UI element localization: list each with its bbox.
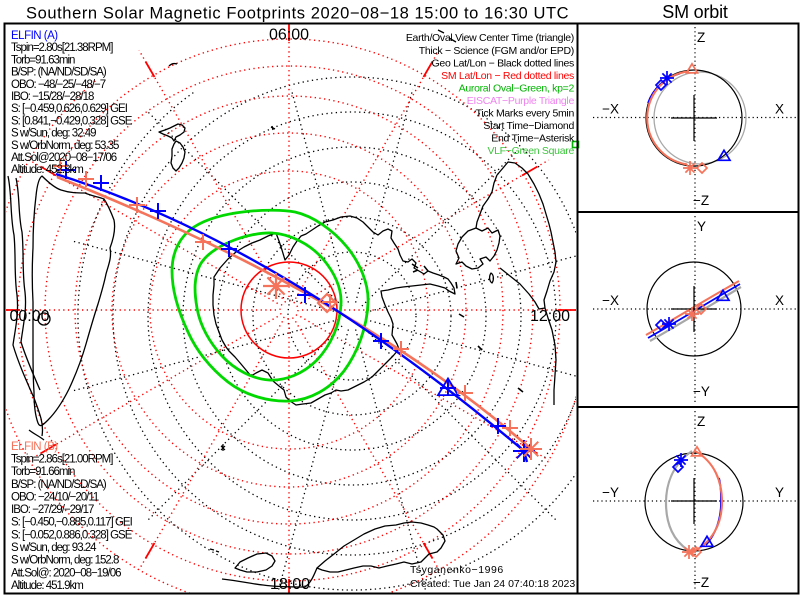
svg-text:Torb=91.66min: Torb=91.66min <box>11 466 75 478</box>
svg-text:S w/Sun, deg: 32.49: S w/Sun, deg: 32.49 <box>11 128 96 140</box>
svg-text:Tspin=2.86s[21.00RPM]: Tspin=2.86s[21.00RPM] <box>11 454 113 466</box>
svg-text:IBO: −15/28/−28/18: IBO: −15/28/−28/18 <box>11 91 94 103</box>
svg-text:IBO: −27/29/−29/17: IBO: −27/29/−29/17 <box>11 504 94 516</box>
svg-text:Att.Sol@2020−08−17/06: Att.Sol@2020−08−17/06 <box>11 152 117 164</box>
svg-text:S: [0.841,−0.429,0.328] GSE: S: [0.841,−0.429,0.328] GSE <box>11 115 133 127</box>
svg-text:−X: −X <box>602 102 619 117</box>
svg-text:Tsyganenko−1996: Tsyganenko−1996 <box>410 564 504 576</box>
svg-text:S: [−0.450,−0.885,0.117] GEI: S: [−0.450,−0.885,0.117] GEI <box>11 517 133 529</box>
svg-text:Auroral Oval−Green, kp=2: Auroral Oval−Green, kp=2 <box>459 82 575 94</box>
svg-text:SM orbit: SM orbit <box>662 2 728 22</box>
svg-text:S w/Sun, deg: 93.24: S w/Sun, deg: 93.24 <box>11 542 97 554</box>
svg-text:00:00: 00:00 <box>9 308 49 325</box>
svg-text:12:00: 12:00 <box>530 308 570 325</box>
svg-text:Created: Tue Jan 24 07:40:18 2: Created: Tue Jan 24 07:40:18 2023 <box>410 578 575 590</box>
svg-text:−Z: −Z <box>693 575 709 590</box>
svg-text:−Y: −Y <box>693 384 710 399</box>
svg-text:ELFIN (B): ELFIN (B) <box>11 441 58 453</box>
svg-text:Z: Z <box>697 30 705 45</box>
svg-text:Tspin=2.80s[21.38RPM]: Tspin=2.80s[21.38RPM] <box>11 42 113 54</box>
svg-text:06:00: 06:00 <box>269 27 309 44</box>
svg-text:Y: Y <box>775 485 784 500</box>
svg-text:OBO: −48/−25/−48/−7: OBO: −48/−25/−48/−7 <box>11 79 106 91</box>
svg-text:VLF−Green Square: VLF−Green Square <box>487 145 574 157</box>
svg-text:Earth/Oval View Center Time (t: Earth/Oval View Center Time (triangle) <box>406 32 574 44</box>
svg-text:Southern Solar Magnetic Footpr: Southern Solar Magnetic Footprints 2020−… <box>26 5 569 23</box>
svg-text:18:00: 18:00 <box>270 576 310 593</box>
svg-text:Altitude: 451.9km: Altitude: 451.9km <box>11 580 83 592</box>
svg-text:X: X <box>775 102 784 117</box>
svg-text:S: [−0.052,0.886,0.328] GSE: S: [−0.052,0.886,0.328] GSE <box>11 529 133 541</box>
svg-text:−Y: −Y <box>602 485 619 500</box>
svg-text:Z: Z <box>697 414 705 429</box>
svg-text:S: [−0.459,0.626,0.629] GEI: S: [−0.459,0.626,0.629] GEI <box>11 103 128 115</box>
svg-text:Att.Sol@: 2020−08−19/06: Att.Sol@: 2020−08−19/06 <box>11 567 121 579</box>
svg-text:−Z: −Z <box>693 193 709 208</box>
svg-text:Y: Y <box>697 219 706 234</box>
svg-text:EISCAT−Purple Triangle: EISCAT−Purple Triangle <box>467 95 575 107</box>
svg-text:Tick Marks every 5min: Tick Marks every 5min <box>476 108 575 120</box>
svg-text:End Time−Asterisk: End Time−Asterisk <box>491 133 575 145</box>
svg-text:Start Time−Diamond: Start Time−Diamond <box>483 120 574 132</box>
svg-text:−X: −X <box>602 293 619 308</box>
svg-text:ELFIN (A): ELFIN (A) <box>11 30 58 42</box>
svg-text:S w/OrbNorm, deg: 53.35: S w/OrbNorm, deg: 53.35 <box>11 140 119 152</box>
svg-text:Torb=91.63min: Torb=91.63min <box>11 54 75 66</box>
svg-text:Altitude: 452.8km: Altitude: 452.8km <box>11 164 83 176</box>
svg-text:OBO: −24/10/−20/11: OBO: −24/10/−20/11 <box>11 491 99 503</box>
svg-text:B/SP: (NA/ND/SD/SA): B/SP: (NA/ND/SD/SA) <box>11 67 107 79</box>
svg-text:B/SP: (NA/ND/SD/SA): B/SP: (NA/ND/SD/SA) <box>11 479 107 491</box>
svg-text:Geo Lat/Lon − Black dotted lin: Geo Lat/Lon − Black dotted lines <box>432 57 575 69</box>
svg-text:Thick − Science (FGM and/or EP: Thick − Science (FGM and/or EPD) <box>419 45 574 57</box>
svg-text:SM Lat/Lon − Red dotted lines: SM Lat/Lon − Red dotted lines <box>441 70 574 82</box>
svg-text:S w/OrbNorm, deg: 152.8: S w/OrbNorm, deg: 152.8 <box>11 555 119 567</box>
svg-text:X: X <box>775 293 784 308</box>
